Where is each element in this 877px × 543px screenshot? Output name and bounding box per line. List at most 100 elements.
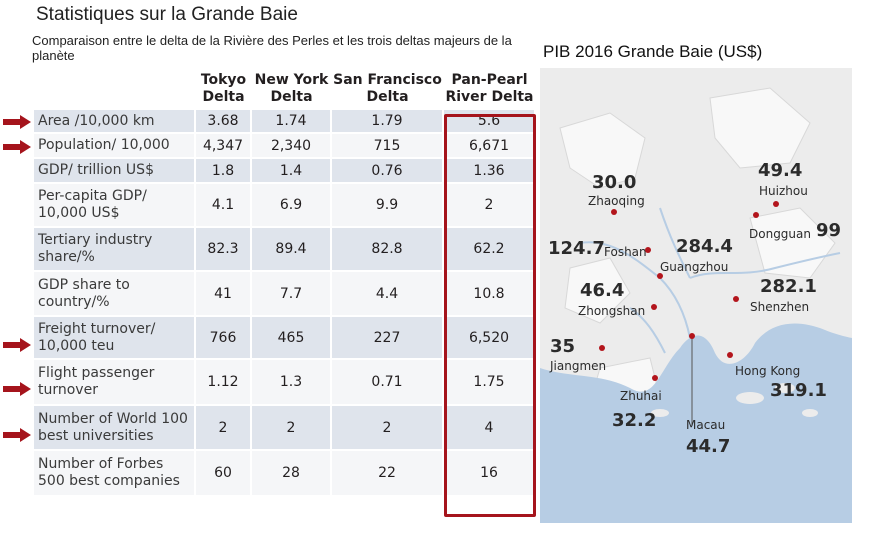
column-header: Pan-Pearl River Delta [444, 70, 536, 110]
table-cell: 16 [444, 451, 536, 497]
city-name-macau: Macau [686, 418, 726, 432]
red-arrow-icon [3, 139, 31, 154]
table-cell: 2,340 [252, 134, 332, 159]
row-label: Area /10,000 km [34, 110, 196, 134]
table-cell: 4.1 [196, 184, 252, 228]
table-row: Area /10,000 km 3.68 1.74 1.79 5.6 [34, 110, 536, 134]
table-cell: 1.74 [252, 110, 332, 134]
city-dot-guangzhou [657, 273, 663, 279]
table-cell: 465 [252, 317, 332, 360]
table-cell: 227 [332, 317, 444, 360]
comparison-table: Tokyo Delta New York Delta San Francisco Delt… [34, 70, 536, 497]
column-header: New York Delta [252, 70, 332, 110]
table-cell: 7.7 [252, 272, 332, 317]
red-arrow-icon [3, 427, 31, 442]
table-cell: 62.2 [444, 228, 536, 272]
table-cell: 1.8 [196, 159, 252, 184]
table-cell: 1.79 [332, 110, 444, 134]
table-row: Population/ 10,000 4,347 2,340 715 6,671 [34, 134, 536, 159]
city-value-foshan: 124.7 [548, 238, 605, 259]
row-label: Number of World 100 best universities [34, 406, 196, 451]
city-value-zhuhai: 32.2 [612, 410, 657, 431]
city-dot-huizhou [773, 201, 779, 207]
table-cell: 0.71 [332, 360, 444, 406]
row-label: Population/ 10,000 [34, 134, 196, 159]
city-name-zhaoqing: Zhaoqing [588, 194, 645, 208]
table-cell: 4,347 [196, 134, 252, 159]
map-background [540, 68, 852, 523]
table-cell: 1.4 [252, 159, 332, 184]
red-arrow-icon [3, 115, 31, 129]
city-dot-macau [689, 333, 695, 339]
city-dot-hong-kong [727, 352, 733, 358]
row-label: Number of Forbes 500 best companies [34, 451, 196, 497]
table-cell: 6,671 [444, 134, 536, 159]
table-cell: 89.4 [252, 228, 332, 272]
table-cell: 22 [332, 451, 444, 497]
table-cell: 82.3 [196, 228, 252, 272]
red-arrow-icon [3, 337, 31, 352]
greater-bay-map: 30.0 Zhaoqing 49.4 Huizhou 99 Dongguan 124.7 Fo… [540, 68, 852, 523]
table-cell: 28 [252, 451, 332, 497]
row-label: GDP/ trillion US$ [34, 159, 196, 184]
table-cell: 1.36 [444, 159, 536, 184]
city-value-zhaoqing: 30.0 [592, 172, 637, 193]
table-cell: 4.4 [332, 272, 444, 317]
row-label: Flight passenger turnover [34, 360, 196, 406]
city-name-zhongshan: Zhongshan [578, 304, 646, 318]
table-cell: 9.9 [332, 184, 444, 228]
table-row: Per-capita GDP/10,000 US$ 4.1 6.9 9.9 2 [34, 184, 536, 228]
row-label: GDP share to country/% [34, 272, 196, 317]
map-islands [651, 383, 818, 417]
row-label: Freight turnover/10,000 teu [34, 317, 196, 360]
table-cell: 2 [332, 406, 444, 451]
city-dot-shenzhen [733, 296, 739, 302]
city-name-shenzhen: Shenzhen [750, 300, 810, 314]
city-dot-foshan [645, 247, 651, 253]
city-name-guangzhou: Guangzhou [660, 260, 729, 274]
pan-pearl-highlight-box [444, 114, 536, 517]
red-arrow-icon [3, 382, 31, 396]
table-cell: 2 [196, 406, 252, 451]
page-subtitle: Comparaison entre le delta de la Rivière… [32, 33, 512, 63]
table-cell: 1.75 [444, 360, 536, 406]
city-value-guangzhou: 284.4 [676, 236, 733, 257]
column-header: San Francisco Delta [332, 70, 444, 110]
city-name-jiangmen: Jiangmen [550, 359, 607, 373]
city-value-hong-kong: 319.1 [770, 380, 827, 401]
table-row: GDP/ trillion US$ 1.8 1.4 0.76 1.36 [34, 159, 536, 184]
table-cell: 0.76 [332, 159, 444, 184]
table-header-label [34, 70, 196, 110]
table-cell: 2 [252, 406, 332, 451]
column-header: Tokyo Delta [196, 70, 252, 110]
city-value-macau: 44.7 [686, 436, 731, 457]
table-cell: 10.8 [444, 272, 536, 317]
city-dot-zhongshan [651, 304, 657, 310]
city-dot-zhuhai [652, 375, 658, 381]
city-name-foshan: Foshan [604, 245, 647, 259]
table-cell: 60 [196, 451, 252, 497]
table-cell: 766 [196, 317, 252, 360]
city-value-huizhou: 49.4 [758, 160, 803, 181]
table-body: Area /10,000 km 3.68 1.74 1.79 5.6 Population… [34, 110, 536, 497]
city-dot-dongguan [753, 212, 759, 218]
city-dot-zhaoqing [611, 209, 617, 215]
row-label: Tertiary industry share/% [34, 228, 196, 272]
city-name-hong-kong: Hong Kong [735, 364, 801, 378]
table-cell: 82.8 [332, 228, 444, 272]
table-cell: 4 [444, 406, 536, 451]
table-row: Tertiary industry share/% 82.3 89.4 82.8 62.2 [34, 228, 536, 272]
city-value-dongguan: 99 [816, 220, 842, 241]
row-label: Per-capita GDP/10,000 US$ [34, 184, 196, 228]
map-sea [540, 323, 852, 523]
table-cell: 715 [332, 134, 444, 159]
map-title: PIB 2016 Grande Baie (US$) [543, 42, 763, 61]
table-row: GDP share to country/% 41 7.7 4.4 10.8 [34, 272, 536, 317]
table-cell: 6.9 [252, 184, 332, 228]
city-name-huizhou: Huizhou [759, 184, 808, 198]
city-name-zhuhai: Zhuhai [620, 389, 662, 403]
page-title: Statistiques sur la Grande Baie [36, 4, 298, 25]
table-cell: 1.3 [252, 360, 332, 406]
city-value-shenzhen: 282.1 [760, 276, 817, 297]
city-value-jiangmen: 35 [550, 336, 576, 357]
